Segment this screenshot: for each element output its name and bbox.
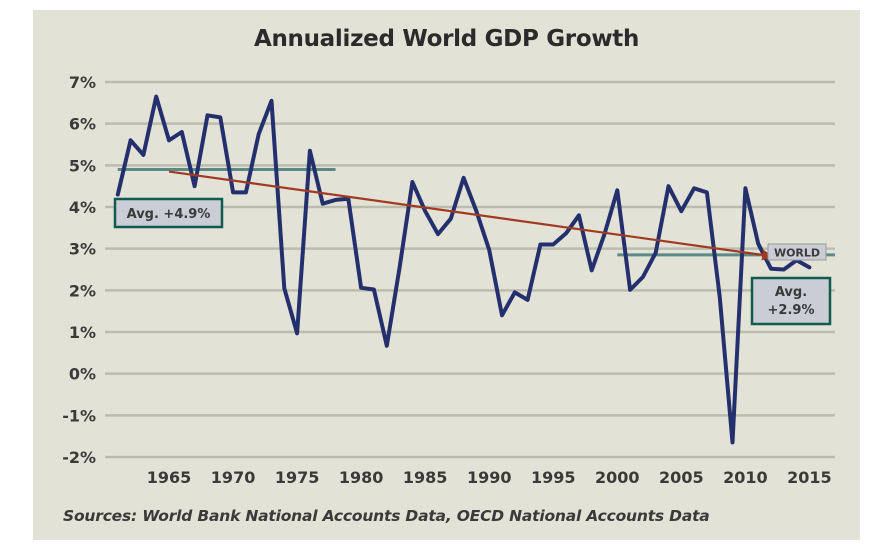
data-point [679, 209, 683, 213]
x-tick-label: 1995 [531, 468, 576, 487]
trend-arrow [168, 170, 774, 261]
y-tick-label: 0% [69, 365, 96, 384]
data-point [449, 217, 453, 221]
y-tick-label: -2% [62, 448, 96, 467]
y-axis-ticks: 7% 6% 5% 4% 3% 2% 1% 0% -1% -2% [62, 73, 96, 467]
series-label-box [767, 243, 827, 261]
data-point [269, 99, 273, 103]
average-box-recent [750, 276, 832, 326]
x-tick-label: 1990 [467, 468, 512, 487]
data-point [116, 193, 120, 196]
average-label-recent: Avg. [775, 285, 807, 300]
chart-title: Annualized World GDP Growth [253, 26, 640, 52]
data-point [334, 198, 338, 202]
x-tick-label: 1980 [339, 468, 384, 487]
data-point [654, 251, 658, 255]
data-point [385, 344, 389, 348]
data-point [141, 153, 145, 157]
data-point [782, 268, 786, 271]
data-point [538, 243, 542, 246]
data-point [180, 130, 184, 134]
y-tick-label: 6% [69, 115, 96, 134]
data-point [205, 113, 209, 117]
data-point [756, 242, 760, 246]
series-line-world [115, 94, 812, 445]
x-tick-label: 2015 [787, 468, 832, 487]
data-point [513, 290, 517, 294]
data-point [564, 231, 568, 235]
data-point [769, 267, 773, 271]
data-point [154, 95, 158, 99]
data-point [193, 184, 197, 188]
x-tick-label: 1985 [403, 468, 448, 487]
grid-layer [105, 80, 835, 459]
data-point [410, 180, 414, 184]
data-point [731, 440, 735, 444]
data-point [398, 265, 402, 269]
data-point [500, 313, 504, 317]
data-point [807, 265, 811, 269]
data-point [436, 232, 440, 236]
data-point [321, 202, 325, 206]
data-point [359, 286, 363, 290]
data-point [474, 209, 478, 213]
chart-panel: Annualized World GDP Growth Sources: Wor… [33, 10, 860, 540]
data-point [462, 176, 466, 180]
average-box-early [113, 197, 224, 229]
data-point [257, 132, 261, 136]
data-point [167, 138, 171, 142]
y-tick-label: 5% [69, 156, 96, 175]
y-tick-label: 1% [69, 323, 96, 342]
series-label-world: WORLD [774, 247, 820, 260]
data-point [295, 331, 299, 335]
data-point [231, 190, 235, 194]
average-label-recent: +2.9% [768, 303, 815, 318]
data-point [423, 209, 427, 213]
x-tick-label: 1965 [147, 468, 192, 487]
x-tick-label: 2010 [723, 468, 768, 487]
x-axis-ticks: 1965 1970 1975 1980 1985 1990 1995 2000 2005 2010… [147, 468, 832, 487]
y-tick-label: 2% [69, 281, 96, 300]
data-point [705, 190, 709, 194]
data-point [244, 190, 248, 194]
data-point [641, 275, 645, 279]
y-tick-label: 3% [69, 240, 96, 259]
data-point [282, 286, 286, 290]
data-point [628, 288, 632, 292]
x-tick-label: 2000 [595, 468, 640, 487]
x-tick-label: 2005 [659, 468, 704, 487]
data-point [551, 243, 555, 246]
data-point [129, 138, 133, 142]
data-point [667, 184, 671, 188]
data-point [692, 186, 696, 190]
y-tick-label: 4% [69, 198, 96, 217]
series-layer [115, 94, 812, 445]
data-point [372, 288, 376, 291]
y-tick-label: 7% [69, 73, 96, 92]
data-point [308, 149, 312, 153]
x-tick-label: 1970 [211, 468, 256, 487]
data-point [743, 186, 747, 190]
data-point [590, 268, 594, 272]
trend-layer [168, 170, 774, 261]
data-point [218, 115, 222, 119]
data-point [487, 248, 491, 252]
data-point [615, 188, 619, 192]
x-tick-label: 1975 [275, 468, 320, 487]
chart-source-note: Sources: World Bank National Accounts Da… [63, 507, 710, 525]
average-label-early: Avg. +4.9% [127, 207, 211, 222]
data-point [577, 213, 581, 217]
data-point [526, 298, 530, 302]
annotation-layer: Avg. +4.9% Avg. +2.9% WORLD [113, 197, 832, 326]
y-tick-label: -1% [62, 406, 96, 425]
data-point [718, 295, 722, 299]
